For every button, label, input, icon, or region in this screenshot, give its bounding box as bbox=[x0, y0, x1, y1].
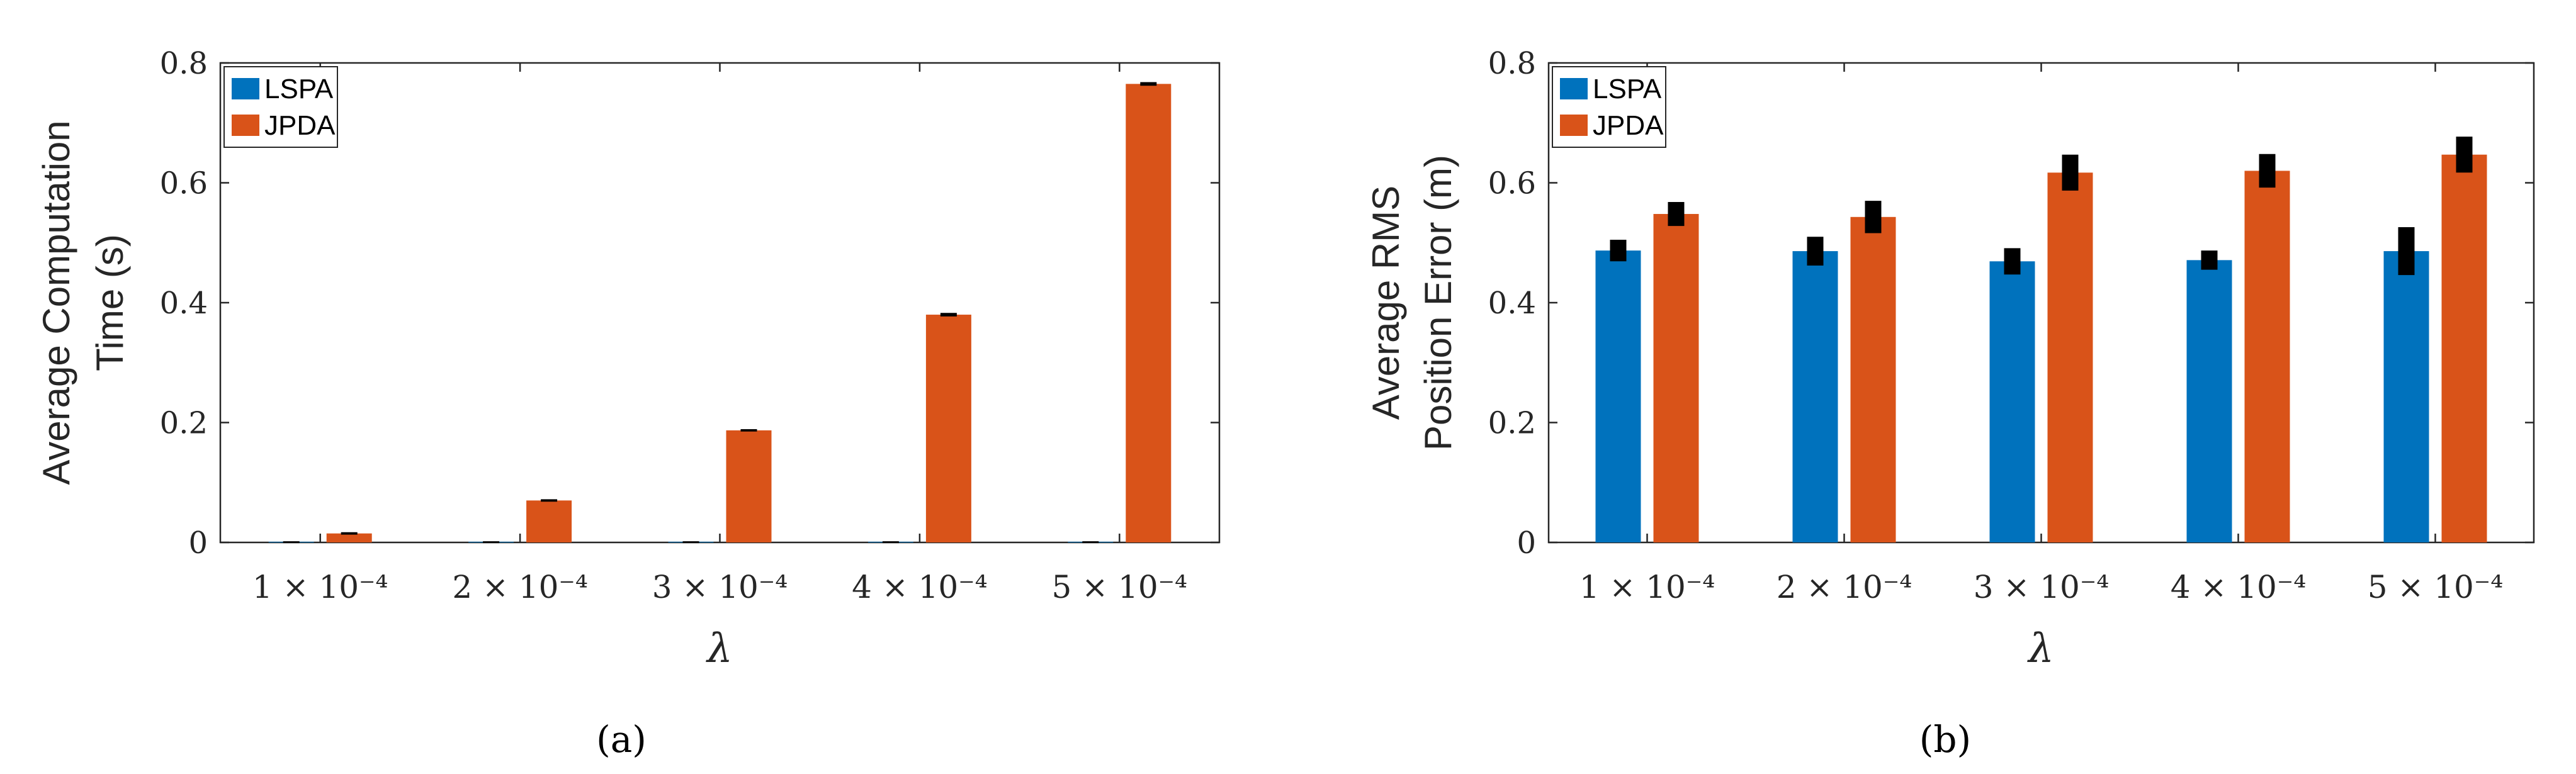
bar-lspa bbox=[2383, 251, 2429, 542]
x-tick-label: 5 × 10⁻⁴ bbox=[2368, 569, 2504, 605]
x-tick-label: 1 × 10⁻⁴ bbox=[252, 569, 388, 605]
y-tick-label: 0.8 bbox=[1488, 46, 1536, 81]
bar-jpda bbox=[2047, 172, 2093, 542]
legend-swatch-jpda bbox=[232, 115, 259, 136]
y-tick-label: 0.2 bbox=[1488, 406, 1536, 441]
bar-jpda bbox=[2441, 154, 2487, 543]
legend-swatch-jpda bbox=[1560, 115, 1588, 136]
bar-jpda bbox=[726, 430, 772, 542]
x-axis-label: λ bbox=[2026, 625, 2054, 672]
bar-jpda bbox=[925, 315, 971, 542]
panel-label: (b) bbox=[1919, 718, 1971, 761]
panel-a: 0 0.2 0.4 0.6 0.8 Average Computation Time (s)… bbox=[35, 46, 1221, 761]
bar-lspa bbox=[1595, 250, 1641, 542]
x-tick-label: 2 × 10⁻⁴ bbox=[1777, 569, 1912, 605]
y-axis-label: Position Error (m) bbox=[1417, 155, 1459, 451]
panel-label: (a) bbox=[596, 718, 647, 761]
bar-jpda bbox=[2244, 171, 2290, 542]
bar-jpda bbox=[1653, 214, 1699, 542]
x-tick-label: 1 × 10⁻⁴ bbox=[1579, 569, 1715, 605]
legend-label-jpda: JPDA bbox=[264, 110, 336, 141]
y-tick-label: 0.8 bbox=[160, 46, 208, 81]
y-axis-label: Average RMS bbox=[1365, 186, 1407, 420]
y-axis-label: Time (s) bbox=[89, 234, 131, 371]
bar-lspa bbox=[2186, 260, 2232, 542]
bar-jpda bbox=[1850, 216, 1896, 543]
x-tick-label: 5 × 10⁻⁴ bbox=[1052, 569, 1188, 605]
legend-label-lspa: LSPA bbox=[1593, 74, 1662, 104]
y-tick-label: 0.4 bbox=[1488, 286, 1536, 321]
x-axis-label: λ bbox=[705, 625, 733, 672]
bar-lspa bbox=[1989, 261, 2035, 542]
y-tick-label: 0.6 bbox=[1488, 166, 1536, 201]
x-tick-label: 3 × 10⁻⁴ bbox=[1974, 569, 2110, 605]
x-tick-label: 3 × 10⁻⁴ bbox=[652, 569, 788, 605]
y-tick-label: 0 bbox=[188, 525, 208, 561]
bar-jpda bbox=[1126, 84, 1172, 542]
bar-jpda bbox=[326, 533, 372, 542]
y-axis-label: Average Computation bbox=[35, 120, 77, 485]
x-tick-label: 2 × 10⁻⁴ bbox=[452, 569, 588, 605]
y-tick-label: 0.4 bbox=[160, 286, 208, 321]
x-tick-label: 4 × 10⁻⁴ bbox=[852, 569, 988, 605]
y-tick-label: 0 bbox=[1517, 525, 1536, 561]
panel-b: 0 0.2 0.4 0.6 0.8 Average RMS Position Error (… bbox=[1365, 46, 2535, 761]
bar-lspa bbox=[1792, 251, 1838, 542]
legend-label-lspa: LSPA bbox=[264, 74, 334, 104]
plot-area bbox=[219, 62, 1221, 544]
legend-label-jpda: JPDA bbox=[1593, 110, 1664, 141]
legend-swatch-lspa bbox=[1560, 78, 1588, 99]
y-tick-label: 0.2 bbox=[160, 406, 208, 441]
x-tick-label: 4 × 10⁻⁴ bbox=[2171, 569, 2307, 605]
y-tick-label: 0.6 bbox=[160, 166, 208, 201]
bar-jpda bbox=[526, 500, 572, 542]
legend-swatch-lspa bbox=[232, 78, 259, 99]
